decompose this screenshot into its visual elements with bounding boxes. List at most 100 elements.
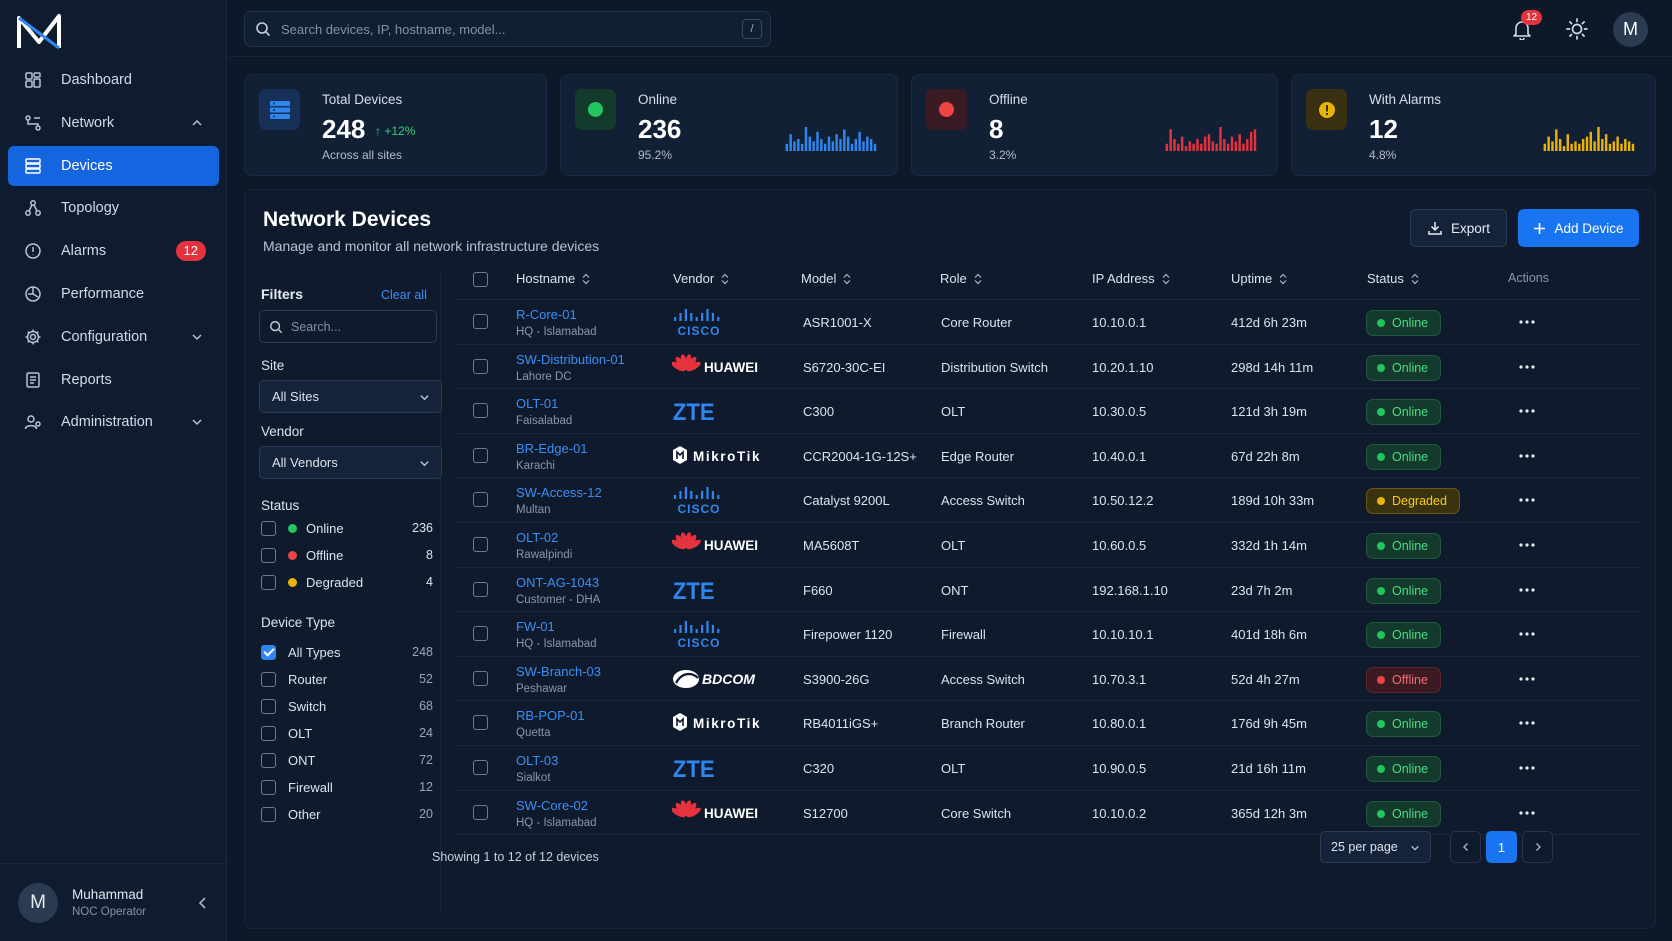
more-actions-icon[interactable] xyxy=(1518,715,1536,731)
previous-page-button[interactable] xyxy=(1450,831,1481,863)
export-button[interactable]: Export xyxy=(1410,209,1507,247)
collapse-sidebar-icon[interactable] xyxy=(196,896,210,910)
more-actions-icon[interactable] xyxy=(1518,582,1536,598)
row-checkbox[interactable] xyxy=(473,403,488,419)
hostname-link[interactable]: SW-Branch-03 xyxy=(516,663,602,679)
add-device-button[interactable]: Add Device xyxy=(1518,209,1639,247)
checkbox[interactable] xyxy=(261,671,276,687)
hostname-link[interactable]: SW-Distribution-01 xyxy=(516,351,625,367)
type-filter-all-types[interactable]: All Types 248 xyxy=(261,642,433,662)
column-role[interactable]: Role xyxy=(940,271,982,286)
more-actions-icon[interactable] xyxy=(1518,671,1536,687)
type-filter-ont[interactable]: ONT 72 xyxy=(261,750,433,770)
row-checkbox[interactable] xyxy=(473,314,488,329)
column-model[interactable]: Model xyxy=(801,271,851,286)
hostname-link[interactable]: SW-Access-12 xyxy=(516,485,602,501)
column-hostname[interactable]: Hostname xyxy=(516,271,590,286)
type-filter-router[interactable]: Router 52 xyxy=(261,669,433,689)
sidebar-item-topology[interactable]: Topology xyxy=(8,188,219,228)
column-status[interactable]: Status xyxy=(1367,271,1419,286)
row-checkbox[interactable] xyxy=(473,804,488,820)
global-search-input[interactable] xyxy=(281,21,721,37)
type-filter-switch[interactable]: Switch 68 xyxy=(261,696,433,716)
checkbox[interactable] xyxy=(261,520,276,536)
more-actions-icon[interactable] xyxy=(1518,537,1536,553)
chevron-down-icon[interactable] xyxy=(191,416,203,428)
per-page-select[interactable]: 25 per page xyxy=(1320,831,1431,863)
avatar[interactable]: M xyxy=(1613,12,1648,47)
filter-search-input[interactable] xyxy=(291,319,431,334)
row-checkbox[interactable] xyxy=(473,358,488,374)
chevron-down-icon[interactable] xyxy=(191,331,203,343)
filter-search[interactable] xyxy=(259,310,437,343)
site-select[interactable]: All Sites xyxy=(259,380,442,413)
type-filter-firewall[interactable]: Firewall 12 xyxy=(261,777,433,797)
row-checkbox[interactable] xyxy=(473,536,488,552)
more-actions-icon[interactable] xyxy=(1518,492,1536,508)
brand-logo[interactable] xyxy=(16,12,62,52)
table-row[interactable]: SW-Core-02 HQ - Islamabad HUAWEI S12700 Core… xyxy=(456,791,1641,836)
table-row[interactable]: RB-POP-01 Quetta MikroTik RB4011iGS+ Branch … xyxy=(456,701,1641,746)
row-checkbox[interactable] xyxy=(473,715,488,731)
hostname-link[interactable]: OLT-03 xyxy=(516,752,559,768)
sidebar-item-reports[interactable]: Reports xyxy=(8,360,219,400)
hostname-link[interactable]: R-Core-01 xyxy=(516,307,577,322)
vendor-select[interactable]: All Vendors xyxy=(259,446,442,479)
column-ip-address[interactable]: IP Address xyxy=(1092,271,1170,286)
table-row[interactable]: ONT-AG-1043 Customer - DHA ZTE F660 ONT 192.1… xyxy=(456,568,1641,613)
checkbox[interactable] xyxy=(261,752,276,768)
type-filter-other[interactable]: Other 20 xyxy=(261,804,433,824)
hostname-link[interactable]: FW-01 xyxy=(516,619,555,635)
clear-all-link[interactable]: Clear all xyxy=(381,288,427,302)
sidebar-item-performance[interactable]: Performance xyxy=(8,274,219,314)
sidebar-item-configuration[interactable]: Configuration xyxy=(8,317,219,357)
select-all-checkbox[interactable] xyxy=(473,272,488,287)
avatar[interactable]: M xyxy=(18,882,58,923)
row-checkbox[interactable] xyxy=(473,759,488,775)
sun-icon[interactable] xyxy=(1565,17,1589,41)
sidebar-item-alarms[interactable]: Alarms 12 xyxy=(8,231,219,271)
table-row[interactable]: R-Core-01 HQ - Islamabad CISCO ASR1001-X Cor… xyxy=(456,300,1641,345)
status-filter-online[interactable]: Online 236 xyxy=(261,518,433,538)
checkbox[interactable] xyxy=(261,698,276,714)
row-checkbox[interactable] xyxy=(473,492,488,508)
hostname-link[interactable]: OLT-02 xyxy=(516,529,559,545)
checkbox[interactable] xyxy=(261,806,276,822)
table-row[interactable]: FW-01 HQ - Islamabad CISCO Firepower 1120 Fi… xyxy=(456,612,1641,657)
checkbox[interactable] xyxy=(261,547,276,563)
status-filter-degraded[interactable]: Degraded 4 xyxy=(261,572,433,592)
hostname-link[interactable]: OLT-01 xyxy=(516,396,559,412)
sidebar-item-dashboard[interactable]: Dashboard xyxy=(8,60,219,100)
checkbox[interactable] xyxy=(261,574,276,590)
more-actions-icon[interactable] xyxy=(1518,760,1536,776)
hostname-link[interactable]: BR-Edge-01 xyxy=(516,440,588,456)
hostname-link[interactable]: SW-Core-02 xyxy=(516,797,589,813)
more-actions-icon[interactable] xyxy=(1518,626,1536,642)
checkbox[interactable] xyxy=(261,725,276,741)
hostname-link[interactable]: ONT-AG-1043 xyxy=(516,574,600,590)
table-row[interactable]: BR-Edge-01 Karachi MikroTik CCR2004-1G-12S+… xyxy=(456,434,1641,479)
column-vendor[interactable]: Vendor xyxy=(673,271,729,286)
sidebar-item-network[interactable]: Network xyxy=(8,103,219,143)
table-row[interactable]: SW-Branch-03 Peshawar BDCOM S3900-26G Access… xyxy=(456,657,1641,702)
row-checkbox[interactable] xyxy=(473,447,488,463)
row-checkbox[interactable] xyxy=(473,670,488,686)
next-page-button[interactable] xyxy=(1522,831,1553,863)
chevron-up-icon[interactable] xyxy=(191,117,203,129)
sidebar-user-profile[interactable]: M Muhammad NOC Operator xyxy=(0,863,226,941)
sidebar-item-devices[interactable]: Devices xyxy=(8,145,219,186)
checkbox[interactable] xyxy=(261,779,276,795)
more-actions-icon[interactable] xyxy=(1518,448,1536,464)
type-filter-olt[interactable]: OLT 24 xyxy=(261,723,433,743)
hostname-link[interactable]: RB-POP-01 xyxy=(516,708,585,724)
row-checkbox[interactable] xyxy=(473,626,488,642)
sidebar-item-administration[interactable]: Administration xyxy=(8,402,219,442)
page-button[interactable]: 1 xyxy=(1486,831,1517,863)
status-filter-offline[interactable]: Offline 8 xyxy=(261,545,433,565)
checkbox[interactable] xyxy=(261,644,276,660)
table-row[interactable]: OLT-01 Faisalabad ZTE C300 OLT 10.30.0.5 121d … xyxy=(456,389,1641,434)
table-row[interactable]: SW-Access-12 Multan CISCO Catalyst 9200L Acc… xyxy=(456,478,1641,523)
more-actions-icon[interactable] xyxy=(1518,805,1536,821)
more-actions-icon[interactable] xyxy=(1518,314,1536,330)
row-checkbox[interactable] xyxy=(473,581,488,597)
